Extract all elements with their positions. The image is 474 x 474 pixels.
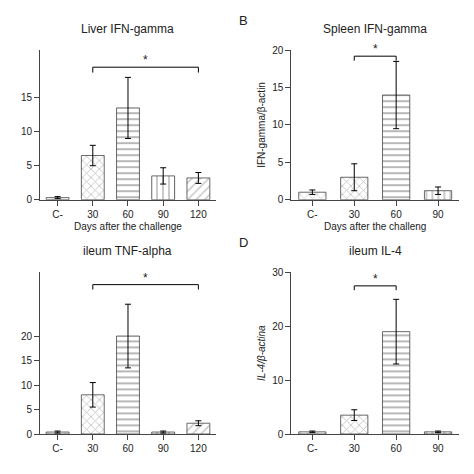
svg-text:C-: C-: [52, 443, 63, 454]
svg-text:120: 120: [190, 443, 207, 454]
svg-text:C-: C-: [307, 443, 318, 454]
svg-text:C-: C-: [307, 209, 318, 220]
svg-text:0: 0: [26, 194, 32, 205]
svg-text:60: 60: [122, 443, 134, 454]
svg-text:Days after the challeng: Days after the challeng: [324, 221, 426, 232]
svg-text:60: 60: [391, 209, 403, 220]
svg-text:5: 5: [278, 157, 284, 168]
svg-text:D: D: [239, 235, 248, 250]
svg-text:30: 30: [87, 209, 99, 220]
svg-text:10: 10: [21, 380, 33, 391]
svg-text:30: 30: [87, 443, 99, 454]
svg-text:30: 30: [349, 209, 361, 220]
svg-text:10: 10: [272, 375, 284, 386]
svg-text:90: 90: [432, 443, 444, 454]
svg-text:B: B: [239, 13, 248, 28]
svg-text:10: 10: [21, 126, 33, 137]
svg-text:0: 0: [278, 429, 284, 440]
svg-text:*: *: [373, 42, 378, 56]
svg-text:*: *: [143, 271, 148, 285]
svg-text:5: 5: [26, 404, 32, 415]
svg-text:IFN-gamma/β-actin: IFN-gamma/β-actin: [256, 82, 267, 168]
svg-text:15: 15: [272, 82, 284, 93]
svg-text:90: 90: [158, 209, 170, 220]
svg-text:20: 20: [21, 331, 33, 342]
svg-text:15: 15: [21, 92, 33, 103]
svg-text:0: 0: [26, 429, 32, 440]
svg-text:*: *: [143, 53, 148, 67]
svg-text:C-: C-: [52, 209, 63, 220]
svg-text:20: 20: [272, 321, 284, 332]
svg-text:IL-4/β-actina: IL-4/β-actina: [256, 325, 267, 381]
svg-text:120: 120: [190, 209, 207, 220]
svg-text:30: 30: [349, 443, 361, 454]
svg-text:60: 60: [122, 209, 134, 220]
svg-text:15: 15: [21, 355, 33, 366]
svg-text:0: 0: [278, 194, 284, 205]
svg-text:ileum TNF-alpha: ileum TNF-alpha: [83, 244, 172, 258]
svg-text:60: 60: [391, 443, 403, 454]
svg-text:ileum IL-4: ileum IL-4: [349, 244, 402, 258]
svg-text:10: 10: [272, 119, 284, 130]
svg-text:Liver IFN-gamma: Liver IFN-gamma: [81, 22, 174, 36]
svg-text:90: 90: [432, 209, 444, 220]
svg-text:5: 5: [26, 160, 32, 171]
svg-text:30: 30: [272, 267, 284, 278]
svg-text:Spleen IFN-gamma: Spleen IFN-gamma: [323, 22, 427, 36]
svg-text:20: 20: [272, 45, 284, 56]
svg-text:90: 90: [158, 443, 170, 454]
svg-text:*: *: [373, 272, 378, 286]
svg-text:Days after the challenge: Days after the challenge: [74, 221, 182, 232]
